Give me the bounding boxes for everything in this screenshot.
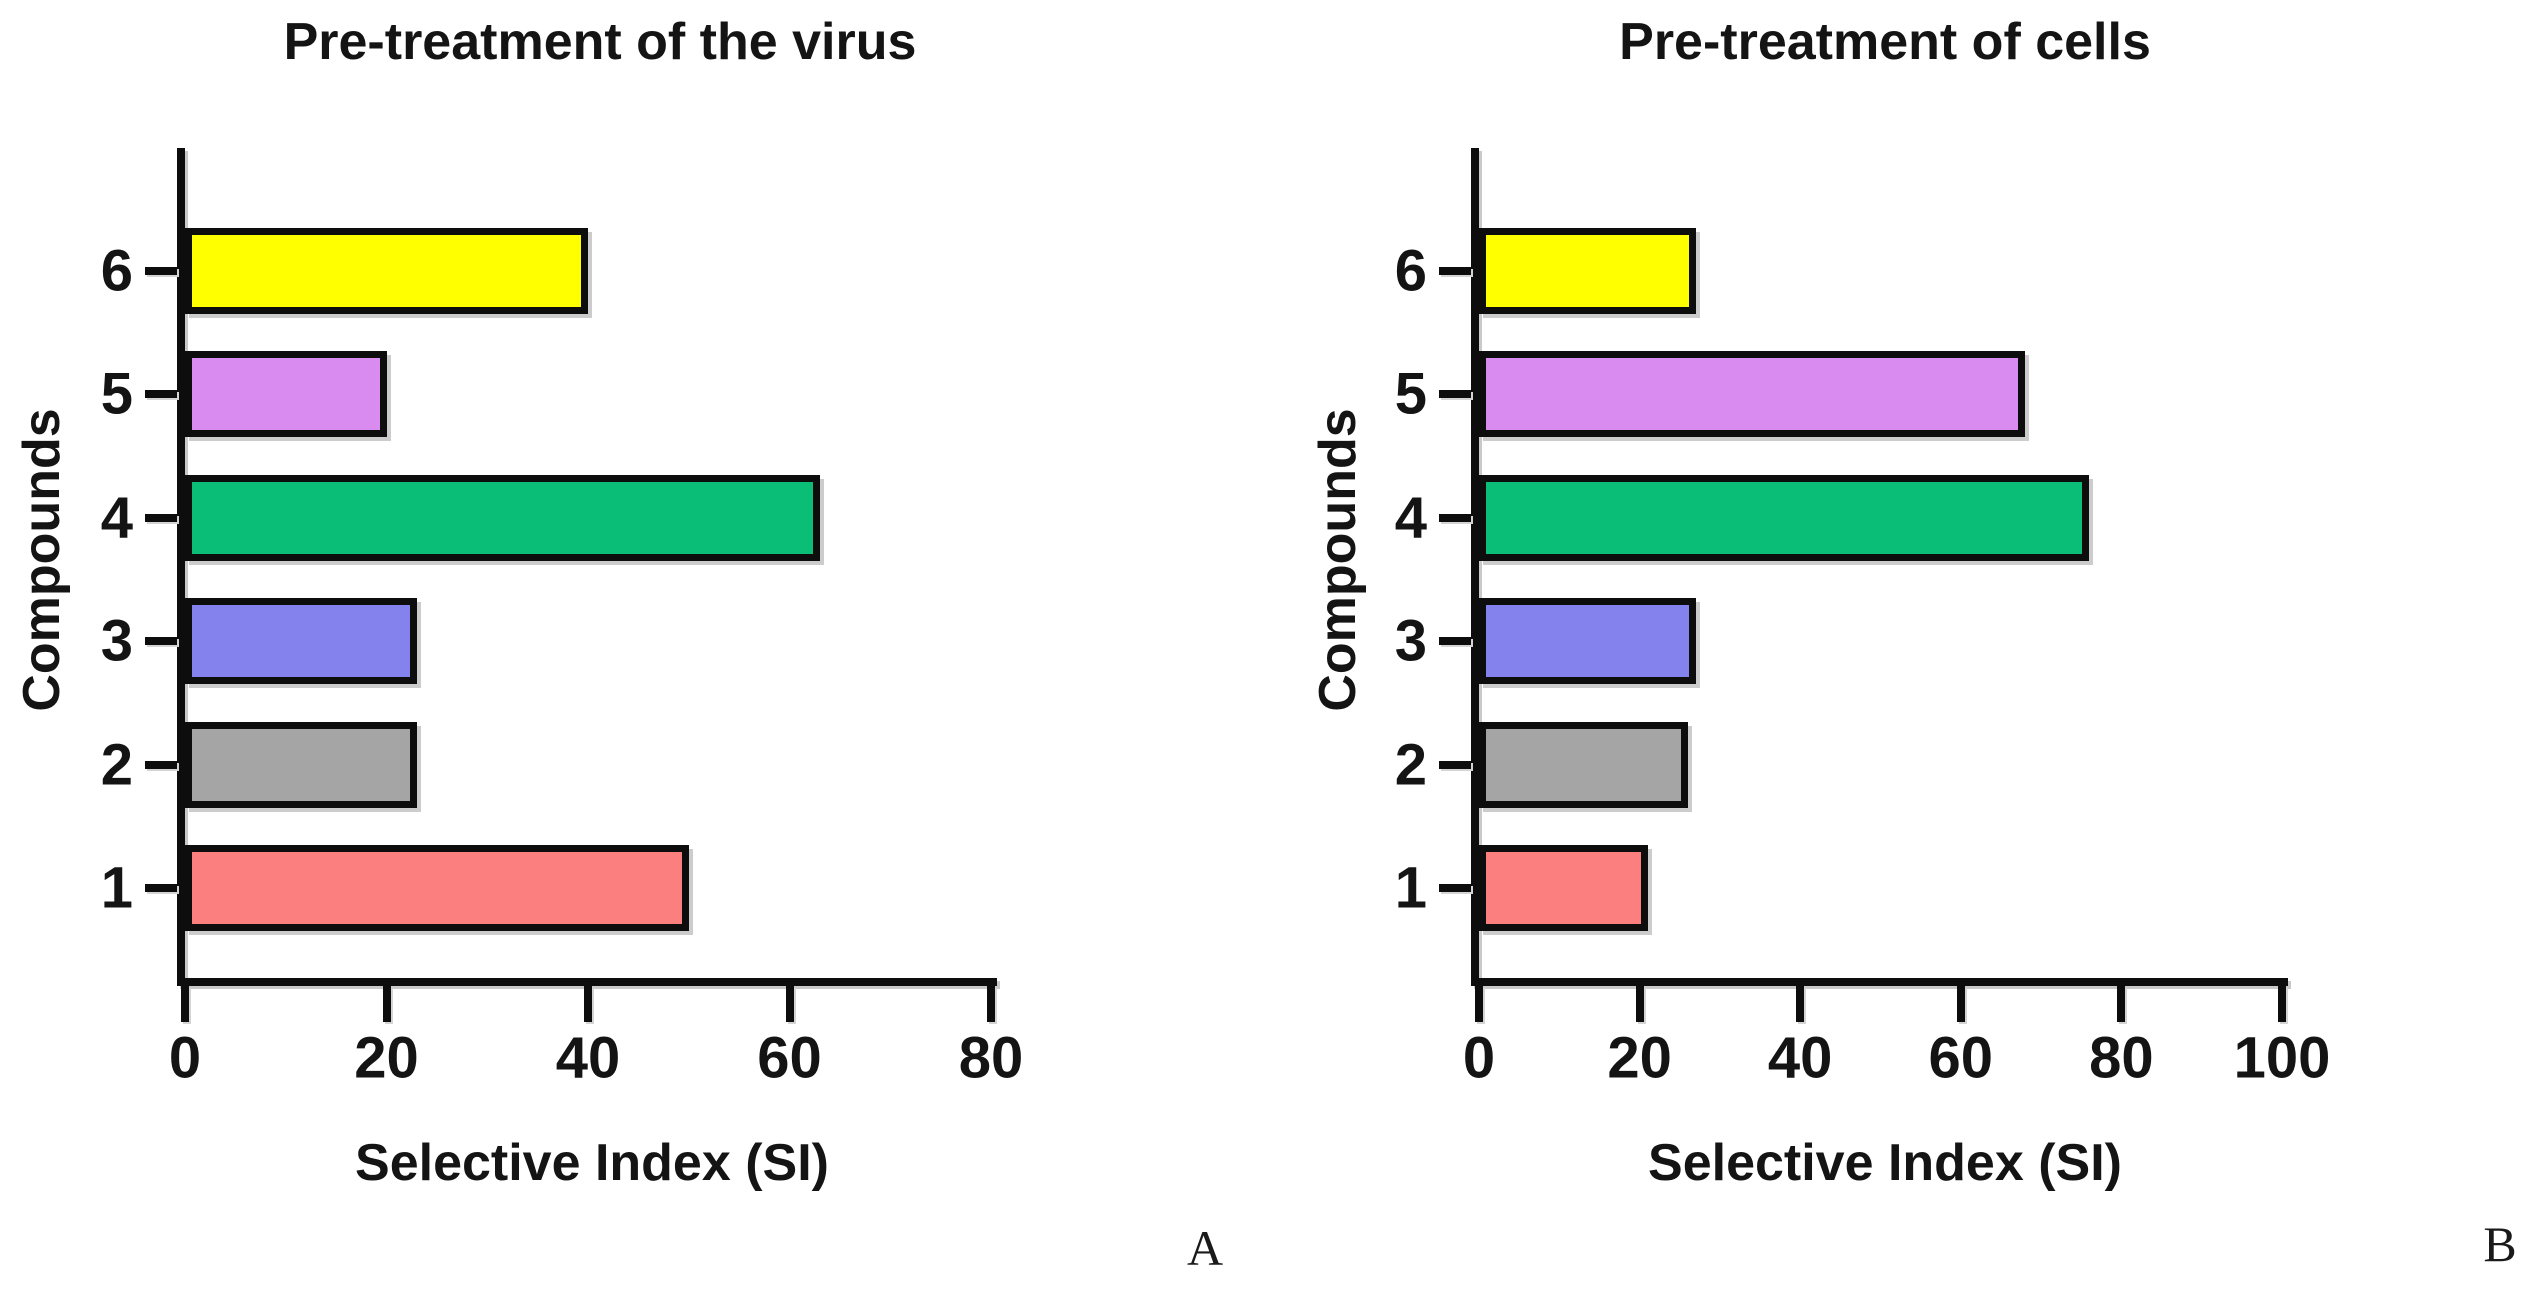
- x-tick: [987, 986, 995, 1022]
- x-tick: [382, 986, 391, 1022]
- bar-compound-5: [185, 351, 387, 437]
- panel-letter-b: B: [2483, 1216, 2517, 1272]
- bar-compound-4: [185, 475, 820, 561]
- x-tick-label: 60: [1928, 1025, 1994, 1091]
- x-axis-line: [177, 978, 997, 986]
- y-tick: [145, 884, 177, 892]
- x-tick: [584, 986, 592, 1022]
- x-tick-label: 80: [2089, 1025, 2154, 1091]
- y-tick: [145, 390, 177, 398]
- y-tick-label-compound-2: 2: [1394, 732, 1427, 798]
- x-tick-label: 40: [1767, 1025, 1833, 1091]
- y-tick-label-compound-3: 3: [1394, 608, 1427, 674]
- y-tick: [145, 637, 177, 645]
- x-tick: [785, 986, 794, 1022]
- bar-compound-2: [185, 722, 417, 808]
- x-tick-label: 0: [168, 1025, 202, 1091]
- bar-compound-5: [1479, 351, 2025, 437]
- x-tick: [181, 986, 189, 1022]
- x-tick-label: 40: [555, 1025, 621, 1091]
- x-tick-label: 60: [757, 1025, 822, 1091]
- y-tick: [145, 514, 177, 522]
- y-tick: [1439, 267, 1471, 275]
- bar-compound-1: [185, 845, 689, 931]
- y-tick-label-compound-1: 1: [1394, 855, 1427, 921]
- y-tick-label-compound-4: 4: [1394, 485, 1427, 551]
- bar-compound-1: [1479, 845, 1648, 931]
- y-tick: [1439, 761, 1471, 769]
- x-tick: [1796, 986, 1805, 1022]
- chart-title: Pre-treatment of the virus: [283, 13, 917, 71]
- y-tick: [145, 267, 177, 275]
- bar-compound-4: [1479, 475, 2089, 561]
- bar-compound-6: [1479, 228, 1696, 314]
- bar-compound-3: [185, 598, 417, 684]
- x-tick: [1635, 986, 1644, 1022]
- y-tick-label-compound-3: 3: [100, 608, 133, 674]
- y-tick-label-compound-1: 1: [100, 855, 133, 921]
- y-axis-line: [177, 148, 185, 986]
- x-axis-label: Selective Index (SI): [1648, 1134, 2122, 1192]
- y-tick-label-compound-5: 5: [100, 361, 133, 427]
- y-tick: [1439, 637, 1471, 645]
- y-tick-label-compound-5: 5: [1394, 361, 1427, 427]
- x-axis-label: Selective Index (SI): [355, 1134, 829, 1192]
- panel-letter-a: A: [1186, 1220, 1224, 1276]
- y-tick: [1439, 884, 1471, 892]
- x-tick: [1475, 986, 1483, 1022]
- x-tick-label: 20: [1607, 1025, 1672, 1091]
- x-tick-label: 0: [1462, 1025, 1496, 1091]
- x-tick: [2117, 986, 2126, 1022]
- bar-compound-2: [1479, 722, 1688, 808]
- x-tick-label: 100: [2233, 1025, 2331, 1091]
- x-tick: [1956, 986, 1965, 1022]
- y-tick: [1439, 514, 1471, 522]
- y-tick: [1439, 390, 1471, 398]
- chart-title: Pre-treatment of cells: [1619, 13, 2151, 71]
- y-axis-label: Compounds: [1309, 408, 1367, 712]
- bar-compound-3: [1479, 598, 1696, 684]
- bar-compound-6: [185, 228, 588, 314]
- y-axis-line: [1471, 148, 1479, 986]
- y-tick: [145, 761, 177, 769]
- y-tick-label-compound-6: 6: [1394, 238, 1427, 304]
- y-tick-label-compound-2: 2: [100, 732, 133, 798]
- x-tick-label: 80: [958, 1025, 1024, 1091]
- y-tick-label-compound-6: 6: [100, 238, 133, 304]
- x-tick: [2278, 986, 2286, 1022]
- x-axis-line: [1471, 978, 2288, 986]
- y-tick-label-compound-4: 4: [100, 485, 133, 551]
- x-tick-label: 20: [354, 1025, 419, 1091]
